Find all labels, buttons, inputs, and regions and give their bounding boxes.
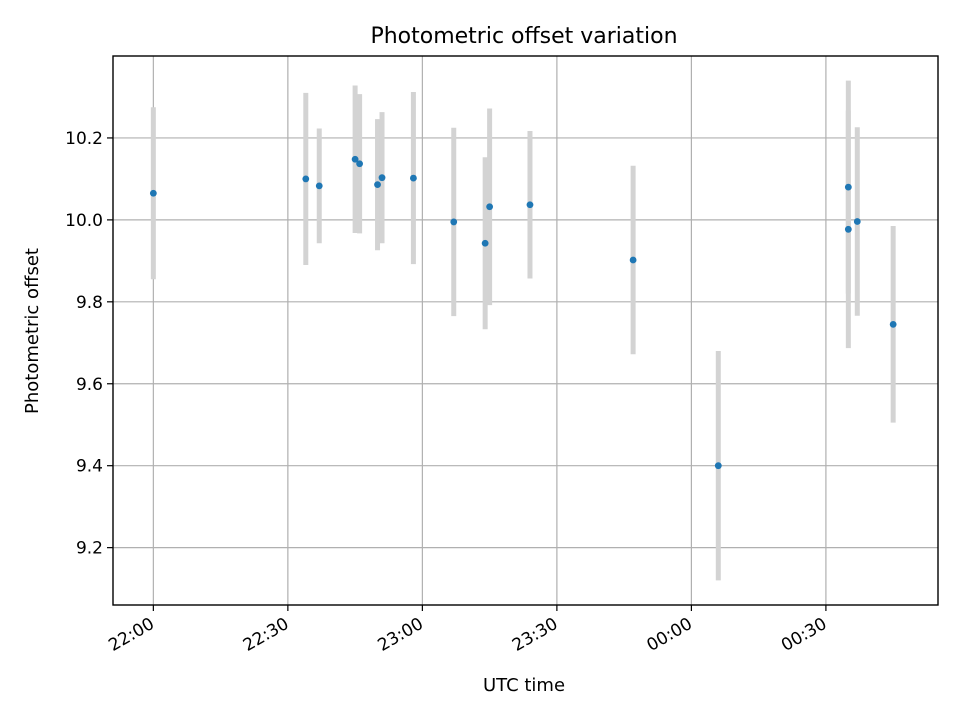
- error-bars: [150, 80, 896, 581]
- data-point: [844, 183, 852, 191]
- x-tick-label: 00:30: [778, 614, 830, 656]
- grid-lines: [113, 56, 938, 605]
- x-tick-label: 23:00: [374, 614, 426, 656]
- data-point: [356, 160, 364, 168]
- x-tick-label: 22:00: [105, 614, 157, 656]
- data-point: [374, 181, 381, 189]
- data-point: [853, 218, 861, 225]
- chart-title: Photometric offset variation: [370, 24, 677, 49]
- y-tick-label: 9.8: [76, 293, 103, 313]
- data-point: [410, 174, 417, 182]
- x-tick-label: 22:30: [240, 614, 292, 656]
- data-point: [315, 182, 323, 190]
- data-point: [486, 203, 494, 211]
- y-axis-label: Photometric offset: [22, 248, 43, 414]
- x-axis-ticks: 22:00 22:30 23:00 23:30 00:00 00:30: [105, 605, 830, 656]
- y-tick-label: 9.6: [76, 375, 103, 395]
- data-point: [889, 320, 897, 328]
- data-point: [351, 155, 359, 163]
- data-point: [149, 189, 157, 197]
- y-tick-label: 10.2: [65, 129, 103, 149]
- data-point: [844, 225, 852, 233]
- x-tick-label: 23:30: [509, 614, 561, 656]
- data-point: [481, 239, 489, 247]
- x-axis-label: UTC time: [483, 675, 565, 696]
- data-point: [450, 218, 458, 226]
- data-points: [149, 155, 897, 470]
- data-point: [526, 201, 534, 209]
- y-tick-label: 10.0: [65, 211, 103, 231]
- data-point: [714, 462, 722, 470]
- y-tick-label: 9.4: [76, 457, 103, 477]
- data-point: [629, 256, 637, 264]
- plot-frame: [112, 55, 939, 606]
- data-point: [302, 175, 310, 183]
- y-axis-ticks: 9.2 9.4 9.6 9.8 10.0 10.2: [65, 129, 113, 559]
- y-tick-label: 9.2: [76, 539, 103, 559]
- x-tick-label: 00:00: [643, 614, 695, 656]
- data-point: [378, 174, 386, 182]
